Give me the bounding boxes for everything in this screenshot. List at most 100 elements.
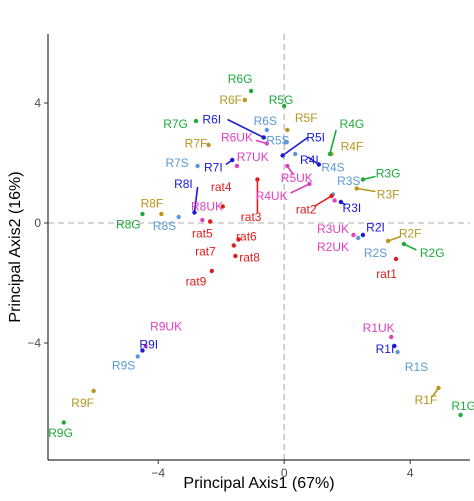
point-r4s xyxy=(293,151,298,157)
point-rat5 xyxy=(207,219,213,224)
point-r5f xyxy=(285,127,290,133)
point-r8i xyxy=(192,210,197,215)
reference-lines xyxy=(48,34,470,460)
x-axis-title: Principal Axis1 (67%) xyxy=(183,475,334,492)
point-r8f xyxy=(159,211,164,217)
label-r3i: R3I xyxy=(343,201,362,215)
point-r4i xyxy=(316,162,322,167)
y-axis-title: Principal Axis2 (16%) xyxy=(7,171,24,322)
x-tick-label: 4 xyxy=(407,466,414,480)
label-rat9: rat9 xyxy=(186,275,207,289)
label-r1i: R1I xyxy=(376,342,395,356)
point-r7f xyxy=(206,142,211,148)
point-r9uk xyxy=(143,343,148,349)
point-r2g xyxy=(401,241,407,247)
label-r5g: R5G xyxy=(269,93,294,107)
label-r6g: R6G xyxy=(228,72,253,86)
label-r7g: R7G xyxy=(163,117,188,131)
point-rat3 xyxy=(255,177,260,182)
y-tick-label: 0 xyxy=(34,216,41,230)
point-r1uk xyxy=(389,334,394,340)
point-r6i xyxy=(261,135,266,140)
point-rat1 xyxy=(393,256,399,262)
label-r6s: R6S xyxy=(254,114,277,128)
point-r3g xyxy=(360,177,366,182)
label-r3s: R3S xyxy=(337,174,360,188)
label-r7i: R7I xyxy=(204,161,223,175)
point-r3uk xyxy=(332,198,337,203)
label-r5s: R5S xyxy=(266,134,289,148)
connector-r5i xyxy=(282,136,309,157)
label-rat8: rat8 xyxy=(239,251,260,265)
label-r6uk: R6UK xyxy=(221,131,253,145)
point-r9i xyxy=(140,348,145,353)
label-r3f: R3F xyxy=(377,188,400,202)
point-r4uk xyxy=(307,181,312,187)
label-r7f: R7F xyxy=(185,137,208,151)
point-r7uk xyxy=(234,163,240,169)
label-r5i: R5I xyxy=(306,131,325,145)
label-rat2: rat2 xyxy=(296,203,317,217)
connector-r8i xyxy=(193,186,199,213)
label-r5f: R5F xyxy=(295,111,318,125)
point-r1s xyxy=(395,349,400,355)
point-r1i xyxy=(392,343,397,349)
point-r5i xyxy=(280,153,285,158)
label-r5uk: R5UK xyxy=(281,171,313,185)
connector-r4g xyxy=(329,129,337,155)
label-r3g: R3G xyxy=(376,167,401,181)
connector-r4i xyxy=(307,156,320,166)
point-r5g xyxy=(281,103,287,109)
label-r8s: R8S xyxy=(153,219,176,233)
point-r2i xyxy=(360,232,366,238)
label-r8i: R8I xyxy=(174,177,193,191)
point-r2uk xyxy=(351,232,356,238)
label-r9s: R9S xyxy=(112,359,135,373)
label-r8f: R8F xyxy=(141,197,164,211)
label-r1uk: R1UK xyxy=(363,321,395,335)
point-labels: R1F R1G R1I R1S R1UK R2F R2G R2I R2S R2UK R3F R3G R3… xyxy=(48,72,474,440)
point-r6f xyxy=(242,97,248,103)
label-r1s: R1S xyxy=(405,360,428,374)
label-r9uk: R9UK xyxy=(150,320,182,334)
label-rat4: rat4 xyxy=(211,180,232,194)
label-r9i: R9I xyxy=(139,338,158,352)
connector-r4uk xyxy=(290,183,310,194)
point-r9g xyxy=(61,420,66,425)
label-r2uk: R2UK xyxy=(317,240,349,254)
label-rat7: rat7 xyxy=(195,245,216,259)
label-rat3: rat3 xyxy=(241,210,262,224)
label-r4i: R4I xyxy=(300,153,319,167)
label-r4uk: R4UK xyxy=(256,189,288,203)
point-r6g xyxy=(248,88,254,94)
label-r9g: R9G xyxy=(48,426,73,440)
point-r8s xyxy=(176,214,181,220)
point-r6s xyxy=(264,127,270,133)
label-r4f: R4F xyxy=(341,140,364,154)
label-rat5: rat5 xyxy=(192,227,213,241)
point-r5uk xyxy=(285,163,290,169)
label-r4g: R4G xyxy=(340,117,365,131)
point-rat8 xyxy=(233,253,238,259)
connector-r2f xyxy=(387,235,401,242)
label-r1f: R1F xyxy=(415,393,438,407)
point-r2s xyxy=(356,235,361,241)
point-r1f xyxy=(436,385,441,391)
label-r3uk: R3UK xyxy=(317,222,349,236)
connector-r3f xyxy=(356,187,376,193)
connector-r2g xyxy=(403,243,417,251)
label-r8uk: R8UK xyxy=(191,200,223,214)
point-rat2 xyxy=(329,193,334,199)
point-r6uk xyxy=(264,141,270,146)
label-r1g: R1G xyxy=(451,399,474,413)
label-r2g: R2G xyxy=(420,246,445,260)
point-rat7 xyxy=(231,243,237,248)
point-r3f xyxy=(354,186,359,191)
label-r2s: R2S xyxy=(364,246,387,260)
label-r2f: R2F xyxy=(399,227,422,241)
point-r4g xyxy=(327,151,333,157)
point-rat6 xyxy=(236,237,241,242)
label-r7uk: R7UK xyxy=(237,150,269,164)
point-r8uk xyxy=(200,217,205,223)
